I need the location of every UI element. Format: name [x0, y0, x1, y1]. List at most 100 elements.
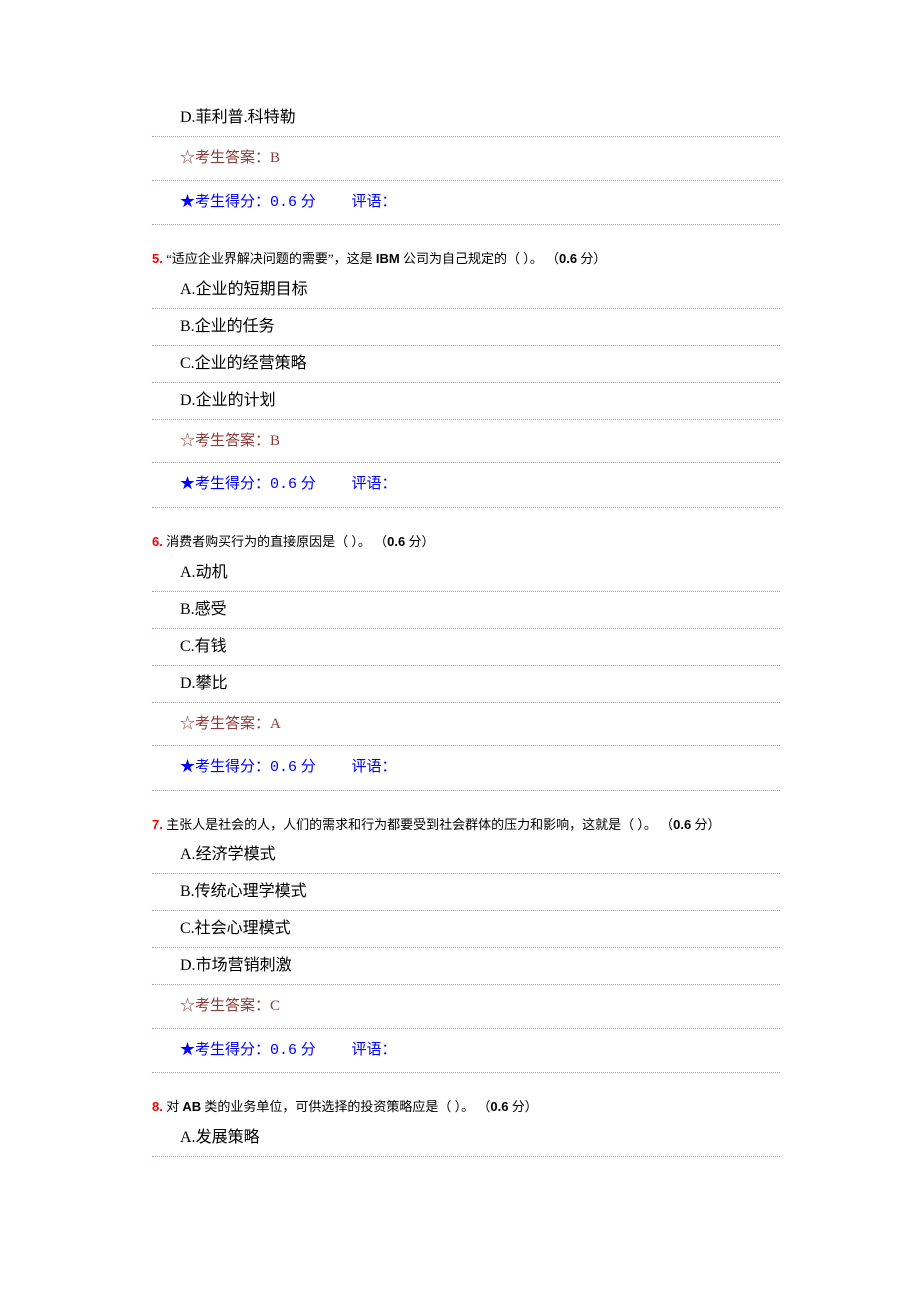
option-label: A. [180, 564, 196, 581]
question-number: 7. [152, 817, 163, 832]
option-text: 菲利普.科特勒 [196, 109, 296, 126]
score-value: 0.6 [270, 194, 297, 211]
question-number: 8. [152, 1099, 163, 1114]
option-text: 传统心理学模式 [195, 883, 307, 900]
option-label: D. [180, 675, 196, 692]
score-unit-text: 分 [301, 194, 316, 210]
student-answer-row: ☆考生答案：A [152, 703, 780, 747]
question-text-after: 类的业务单位，可供选择的投资策略应是（ ）。 （ [201, 1099, 490, 1114]
answer-label: ☆考生答案： [180, 433, 270, 449]
score-label: ★考生得分： [180, 476, 270, 492]
answer-label: ☆考生答案： [180, 150, 270, 166]
score-row: ★考生得分：0.6 分 评语： [152, 746, 780, 791]
option-text: 动机 [196, 564, 228, 581]
option-row: A.经济学模式 [152, 837, 780, 874]
option-text: 企业的任务 [195, 318, 275, 335]
option-text: 发展策略 [196, 1129, 260, 1146]
option-text: 企业的经营策略 [195, 355, 307, 372]
option-label: D. [180, 957, 196, 974]
question-prompt: 6. 消费者购买行为的直接原因是（ ）。 （0.6 分） [0, 528, 920, 557]
option-row: A.动机 [152, 555, 780, 592]
student-answer-row: ☆考生答案：C [152, 985, 780, 1029]
option-label: A. [180, 281, 196, 298]
question-text-before: “适应企业界解决问题的需要”，这是 [163, 251, 376, 266]
option-text: 企业的短期目标 [196, 281, 308, 298]
option-row: B.传统心理学模式 [152, 874, 780, 911]
option-text: 企业的计划 [196, 392, 276, 409]
score-label: ★考生得分： [180, 759, 270, 775]
option-text: 经济学模式 [196, 846, 276, 863]
option-row: D.菲利普.科特勒 [152, 100, 780, 137]
question-number: 5. [152, 251, 163, 266]
question-4-tail: D.菲利普.科特勒 ☆考生答案：B ★考生得分：0.6 分 评语： [0, 100, 920, 225]
score-unit-text: 分 [301, 759, 316, 775]
question-7: 7. 主张人是社会的人，人们的需求和行为都要受到社会群体的压力和影响，这就是（ … [0, 811, 920, 1074]
option-label: A. [180, 1129, 196, 1146]
answer-value: B [270, 433, 280, 449]
question-text: 主张人是社会的人，人们的需求和行为都要受到社会群体的压力和影响，这就是（ ）。 … [163, 817, 673, 832]
question-points: 0.6 [559, 251, 577, 266]
option-label: B. [180, 883, 195, 900]
answer-value: B [270, 150, 280, 166]
option-row: C.企业的经营策略 [152, 346, 780, 383]
option-label: C. [180, 920, 195, 937]
score-unit-text: 分 [301, 1042, 316, 1058]
comment-label: 评语： [352, 759, 397, 775]
question-points-suffix: 分） [691, 817, 720, 832]
question-6: 6. 消费者购买行为的直接原因是（ ）。 （0.6 分） A.动机 B.感受 C… [0, 528, 920, 791]
question-8: 8. 对 AB 类的业务单位，可供选择的投资策略应是（ ）。 （0.6 分） A… [0, 1093, 920, 1157]
option-row: D.市场营销刺激 [152, 948, 780, 985]
answer-value: A [270, 716, 281, 732]
option-text: 攀比 [196, 675, 228, 692]
question-text-before: 对 [163, 1099, 183, 1114]
option-row: D.攀比 [152, 666, 780, 703]
option-row: B.企业的任务 [152, 309, 780, 346]
option-row: A.发展策略 [152, 1120, 780, 1157]
score-unit-text: 分 [301, 476, 316, 492]
score-value: 0.6 [270, 759, 297, 776]
question-prompt: 7. 主张人是社会的人，人们的需求和行为都要受到社会群体的压力和影响，这就是（ … [0, 811, 920, 840]
option-row: C.社会心理模式 [152, 911, 780, 948]
option-label: B. [180, 601, 195, 618]
question-text-after: 公司为自己规定的（ ）。 （ [400, 251, 559, 266]
question-5: 5. “适应企业界解决问题的需要”，这是 IBM 公司为自己规定的（ ）。 （0… [0, 245, 920, 508]
option-label: A. [180, 846, 196, 863]
option-label: C. [180, 355, 195, 372]
question-prompt: 8. 对 AB 类的业务单位，可供选择的投资策略应是（ ）。 （0.6 分） [0, 1093, 920, 1122]
option-text: 社会心理模式 [195, 920, 291, 937]
answer-label: ☆考生答案： [180, 716, 270, 732]
option-row: A.企业的短期目标 [152, 272, 780, 309]
option-label: D. [180, 392, 196, 409]
option-text: 有钱 [195, 638, 227, 655]
score-label: ★考生得分： [180, 1042, 270, 1058]
option-text: 市场营销刺激 [196, 957, 292, 974]
question-points: 0.6 [673, 817, 691, 832]
comment-label: 评语： [352, 194, 397, 210]
question-points: 0.6 [387, 534, 405, 549]
option-text: 感受 [195, 601, 227, 618]
question-text: 消费者购买行为的直接原因是（ ）。 （ [163, 534, 387, 549]
score-value: 0.6 [270, 476, 297, 493]
question-text-bold: IBM [376, 251, 400, 266]
question-number: 6. [152, 534, 163, 549]
question-points: 0.6 [490, 1099, 508, 1114]
answer-label: ☆考生答案： [180, 998, 270, 1014]
option-label: B. [180, 318, 195, 335]
comment-label: 评语： [352, 1042, 397, 1058]
comment-label: 评语： [352, 476, 397, 492]
exam-page: D.菲利普.科特勒 ☆考生答案：B ★考生得分：0.6 分 评语： 5. “适应… [0, 0, 920, 1237]
question-points-suffix: 分） [577, 251, 606, 266]
answer-value: C [270, 998, 280, 1014]
option-label: D. [180, 109, 196, 126]
option-row: B.感受 [152, 592, 780, 629]
option-label: C. [180, 638, 195, 655]
score-row: ★考生得分：0.6 分 评语： [152, 1029, 780, 1074]
score-row: ★考生得分：0.6 分 评语： [152, 181, 780, 226]
question-points-suffix: 分） [508, 1099, 537, 1114]
student-answer-row: ☆考生答案：B [152, 137, 780, 181]
score-row: ★考生得分：0.6 分 评语： [152, 463, 780, 508]
score-label: ★考生得分： [180, 194, 270, 210]
score-value: 0.6 [270, 1042, 297, 1059]
question-prompt: 5. “适应企业界解决问题的需要”，这是 IBM 公司为自己规定的（ ）。 （0… [0, 245, 920, 274]
question-text-bold: AB [182, 1099, 201, 1114]
